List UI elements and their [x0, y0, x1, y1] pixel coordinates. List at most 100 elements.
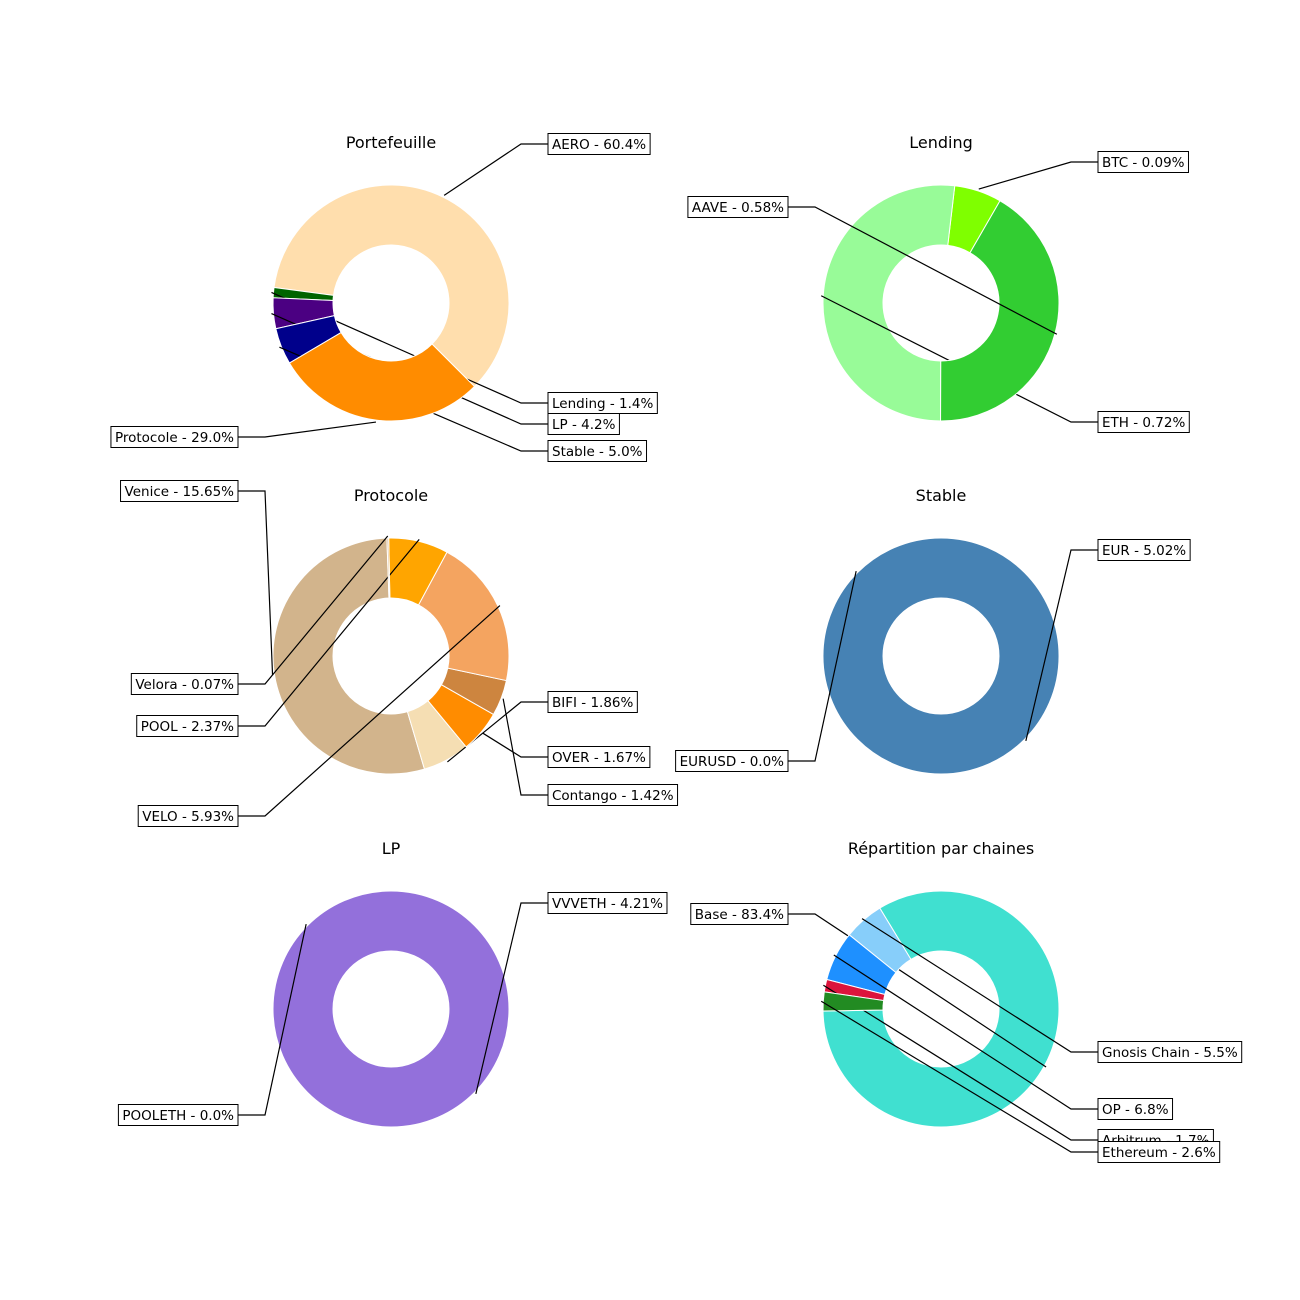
pie-title: Protocole [354, 486, 428, 505]
leader-line [237, 605, 501, 817]
slice-label: EURUSD - 0.0% [675, 750, 789, 772]
slice-label-text: Base - 83.4% [695, 907, 784, 923]
slice-label-text: OP - 6.8% [1102, 1102, 1169, 1118]
pie-stable: Stable EUR - 5.02% EURUSD - 0.0% [675, 486, 1191, 775]
leader-line [823, 984, 1099, 1141]
pie-slice [822, 991, 885, 1012]
slice-label: EUR - 5.02% [1097, 539, 1191, 561]
slice-label: Protocole - 29.0% [110, 426, 239, 448]
label-box [690, 903, 789, 925]
leader-line [502, 698, 549, 796]
pie-slice [272, 890, 510, 1128]
label-box [120, 480, 239, 502]
label-box [136, 715, 239, 737]
pie-repartition-par-chaines: Répartition par chaines Base - 83.4% Gnos… [690, 839, 1243, 1163]
slice-label: AERO - 60.4% [547, 133, 651, 155]
slice-label-text: POOL - 2.37% [141, 719, 234, 735]
slice-label: AAVE - 0.58% [687, 196, 789, 218]
label-box [1097, 1141, 1221, 1163]
slice-label: Stable - 5.0% [547, 440, 648, 462]
pie-lp: LP VVVETH - 4.21% POOLETH - 0.0% [117, 839, 668, 1128]
slice-label: Venice - 15.65% [120, 480, 239, 502]
label-box [1097, 151, 1189, 173]
slice-label: Velora - 0.07% [130, 673, 239, 695]
label-box [117, 1104, 239, 1126]
slice-label-text: Ethereum - 2.6% [1102, 1145, 1216, 1161]
slice-label-text: Gnosis Chain - 5.5% [1102, 1045, 1238, 1061]
slice-label-text: AERO - 60.4% [552, 137, 646, 153]
slice-label: OVER - 1.67% [547, 746, 651, 768]
slice-label: ETH - 0.72% [1097, 411, 1190, 433]
pie-title: Portefeuille [346, 133, 436, 152]
pie-slice [822, 537, 1060, 775]
pie-slice [940, 200, 1060, 422]
slice-label-text: BTC - 0.09% [1102, 155, 1185, 171]
pie-title: LP [382, 839, 401, 858]
label-box [675, 750, 789, 772]
slice-label-text: EURUSD - 0.0% [680, 754, 785, 770]
leader-line [861, 918, 1099, 1053]
slice-label: OP - 6.8% [1097, 1098, 1174, 1120]
leader-line [787, 913, 1047, 1068]
leader-line [271, 291, 549, 404]
slice-label-text: OVER - 1.67% [552, 750, 646, 766]
slice-label-text: VELO - 5.93% [142, 809, 234, 825]
slice-label-text: VVVETH - 4.21% [552, 896, 663, 912]
pie-title: Stable [916, 486, 967, 505]
leader-line [820, 295, 1099, 423]
pie-title: Lending [909, 133, 973, 152]
leader-line [978, 161, 1099, 190]
label-box [130, 673, 239, 695]
leader-line [237, 490, 274, 676]
pie-portefeuille: Portefeuille AERO - 60.4% Lending - 1.4% L… [110, 133, 658, 462]
slice-label: POOLETH - 0.0% [117, 1104, 239, 1126]
pie-slice [272, 537, 426, 775]
slice-label: Ethereum - 2.6% [1097, 1141, 1221, 1163]
slice-label-text: Lending - 1.4% [552, 396, 654, 412]
slice-label: VELO - 5.93% [137, 805, 239, 827]
label-box [687, 196, 789, 218]
label-box [110, 426, 239, 448]
slice-label-text: ETH - 0.72% [1102, 415, 1185, 431]
label-box [1097, 539, 1191, 561]
pie-slice [822, 890, 1060, 1128]
slice-label-text: BIFI - 1.86% [552, 695, 634, 711]
slice-label: Base - 83.4% [690, 903, 789, 925]
slice-label: VVVETH - 4.21% [547, 892, 668, 914]
leader-line [787, 571, 857, 762]
slice-label: Contango - 1.42% [547, 784, 679, 806]
label-box [1097, 411, 1190, 433]
leader-line [443, 143, 549, 196]
slice-label: Gnosis Chain - 5.5% [1097, 1041, 1243, 1063]
pie-slice [288, 331, 476, 422]
slice-label-text: EUR - 5.02% [1102, 543, 1186, 559]
label-box [547, 691, 638, 713]
label-box [547, 746, 651, 768]
label-box [547, 784, 679, 806]
label-box [137, 805, 239, 827]
pie-slice [822, 184, 956, 422]
label-box [547, 133, 651, 155]
label-box [1097, 1098, 1174, 1120]
label-box [547, 892, 668, 914]
leader-line [237, 535, 389, 685]
slice-label: BIFI - 1.86% [547, 691, 638, 713]
slice-label: LP - 4.2% [547, 413, 620, 435]
slice-label-text: AAVE - 0.58% [692, 200, 784, 216]
pie-slice [273, 184, 510, 388]
slice-label-text: Velora - 0.07% [135, 677, 234, 693]
label-box [547, 440, 648, 462]
leader-line [833, 954, 1099, 1110]
pie-slice [386, 537, 391, 599]
slice-label: POOL - 2.37% [136, 715, 239, 737]
pie-slice [417, 551, 510, 682]
leader-line [237, 924, 307, 1116]
leader-line [475, 902, 549, 1094]
leader-line [787, 206, 1058, 335]
pie-title: Répartition par chaines [848, 839, 1034, 858]
pie-protocole: Protocole Venice - 15.65% BIFI - 1.86% OVE… [120, 480, 679, 827]
slice-label-text: Stable - 5.0% [552, 444, 643, 460]
slice-label: BTC - 0.09% [1097, 151, 1189, 173]
leader-line [237, 538, 420, 727]
